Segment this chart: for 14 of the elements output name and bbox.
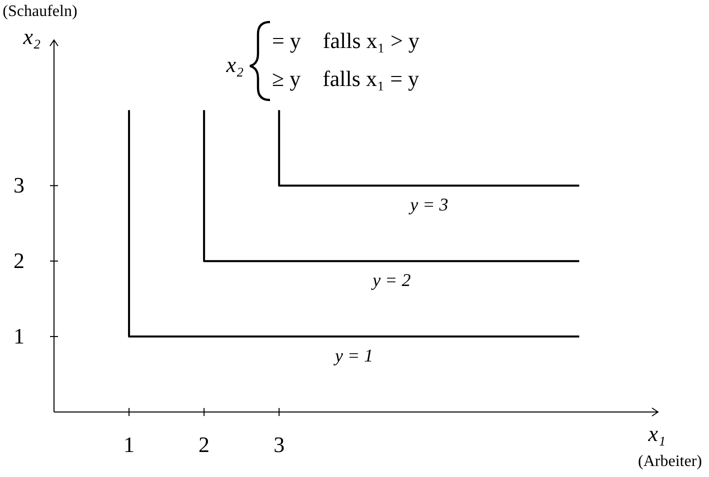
annotation: ≥ y falls x₁ = y	[272, 66, 420, 91]
annotation: = y falls x₁ > y	[272, 28, 420, 53]
y-axis-title: (Schaufeln) x₂	[2, 3, 78, 49]
x-tick-label: 3	[274, 432, 285, 457]
x-tick-label: 2	[198, 432, 210, 457]
x-axis-title: x₁ (Arbeiter)	[638, 421, 702, 470]
y-tick-label: 2	[14, 248, 24, 274]
series-label: y = 1	[333, 346, 374, 366]
series-label: y = 2	[370, 270, 411, 290]
y-tick-label: 1	[14, 324, 24, 349]
x-tick-label: 1	[124, 432, 135, 457]
series-label: y = 3	[408, 194, 448, 215]
annotation: x₂	[225, 52, 244, 77]
y-tick-label: 3	[14, 172, 24, 198]
